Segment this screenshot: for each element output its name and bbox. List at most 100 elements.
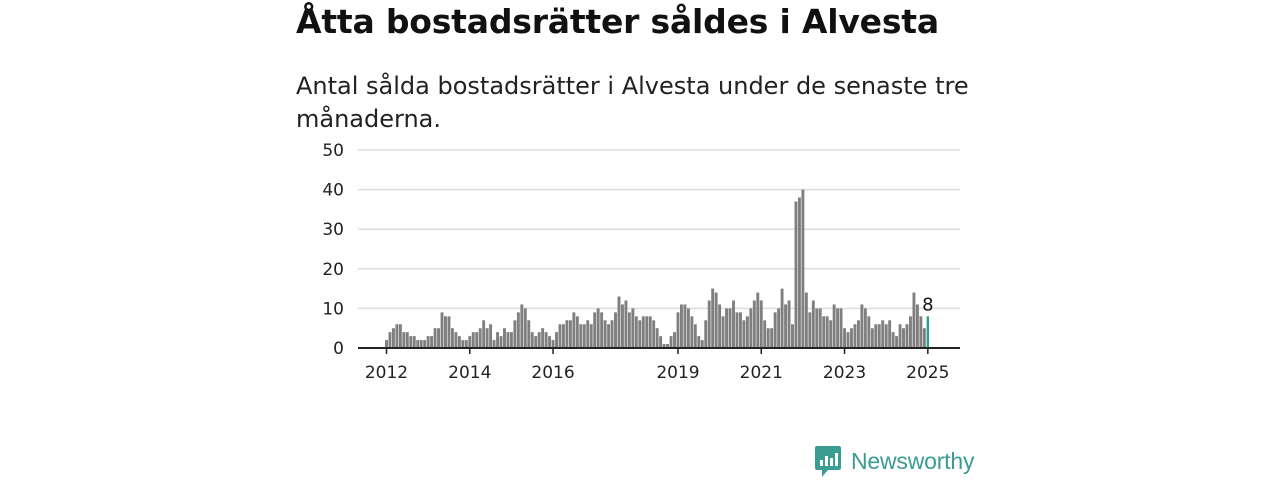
bar <box>884 324 888 348</box>
bar <box>791 324 794 348</box>
bar <box>555 332 558 348</box>
bar <box>922 328 926 348</box>
bar <box>690 316 694 348</box>
bar <box>780 288 784 348</box>
bar <box>489 324 493 348</box>
bar <box>721 316 725 348</box>
bar <box>856 320 860 348</box>
bar <box>437 328 440 348</box>
y-tick-label: 20 <box>322 260 344 280</box>
bar <box>530 332 534 348</box>
bar <box>440 312 444 348</box>
bar <box>704 320 708 348</box>
bar <box>735 312 739 348</box>
bar <box>572 312 576 348</box>
bar <box>398 324 402 348</box>
bar <box>877 324 881 348</box>
x-tick-label: 2012 <box>365 363 408 383</box>
bar <box>843 328 846 348</box>
bar <box>482 320 486 348</box>
x-tick-label: 2016 <box>531 363 574 383</box>
y-axis-ticks: 0 10 20 30 40 50 <box>322 141 344 359</box>
bar <box>714 292 718 348</box>
brand-name: Newsworthy <box>851 448 975 474</box>
bar <box>773 312 777 348</box>
newsworthy-logo: Newsworthy <box>814 445 974 478</box>
bar <box>433 328 437 348</box>
bar <box>541 328 545 348</box>
bar <box>496 332 499 348</box>
bar <box>461 340 465 348</box>
bar <box>537 332 541 348</box>
bar <box>895 336 899 348</box>
bar <box>607 324 611 348</box>
bar <box>766 328 770 348</box>
bar <box>627 312 631 348</box>
bar <box>669 336 673 348</box>
bar-latest <box>926 316 930 348</box>
bar <box>454 332 458 348</box>
bar <box>680 304 683 348</box>
bar <box>808 312 812 348</box>
bar <box>752 300 756 348</box>
bar <box>770 328 774 348</box>
bar <box>641 316 645 348</box>
bar <box>905 324 909 348</box>
bar <box>867 316 871 348</box>
bar <box>551 340 555 348</box>
bar <box>596 308 600 348</box>
bar <box>759 300 763 348</box>
bar <box>600 312 604 348</box>
bar <box>891 332 895 348</box>
bar <box>447 316 451 348</box>
chart-subtitle: Antal sålda bostadsrätter i Alvesta unde… <box>296 72 969 133</box>
bar <box>444 316 447 348</box>
bar <box>825 316 829 348</box>
bar <box>728 308 732 348</box>
bar <box>579 324 583 348</box>
bar <box>738 312 742 348</box>
bar <box>732 300 735 348</box>
y-tick-label: 10 <box>322 299 344 319</box>
bar <box>836 308 840 348</box>
bar <box>638 320 642 348</box>
bar <box>898 324 902 348</box>
bar <box>874 324 878 348</box>
bar <box>391 328 395 348</box>
bar <box>423 340 427 348</box>
bar <box>405 332 409 348</box>
bar <box>853 324 857 348</box>
bar <box>457 336 461 348</box>
bar <box>693 324 697 348</box>
bar <box>412 336 416 348</box>
bar <box>863 308 867 348</box>
bar <box>725 308 729 348</box>
bar <box>544 332 548 348</box>
bar <box>655 328 659 348</box>
bar <box>426 336 430 348</box>
bar <box>409 336 413 348</box>
y-tick-label: 50 <box>322 141 344 161</box>
bar <box>478 328 482 348</box>
bar <box>492 340 496 348</box>
bar <box>902 328 905 348</box>
bars <box>385 189 930 348</box>
bar <box>700 340 704 348</box>
bar <box>756 292 760 348</box>
bar <box>777 308 781 348</box>
x-tick-label: 2023 <box>823 363 866 383</box>
bar-chart: 0 10 20 30 40 50 2012 2014 2016 2019 2021 2023 2025… <box>322 141 960 383</box>
bar <box>742 320 746 348</box>
bar <box>846 332 850 348</box>
bar <box>711 288 715 348</box>
bar <box>589 324 593 348</box>
bar <box>621 304 624 348</box>
x-tick-label: 2025 <box>906 363 949 383</box>
bar <box>683 304 687 348</box>
bar <box>648 316 652 348</box>
y-tick-label: 30 <box>322 220 344 240</box>
bar <box>562 324 565 348</box>
bar <box>888 320 892 348</box>
bar <box>881 320 885 348</box>
bar <box>603 320 607 348</box>
